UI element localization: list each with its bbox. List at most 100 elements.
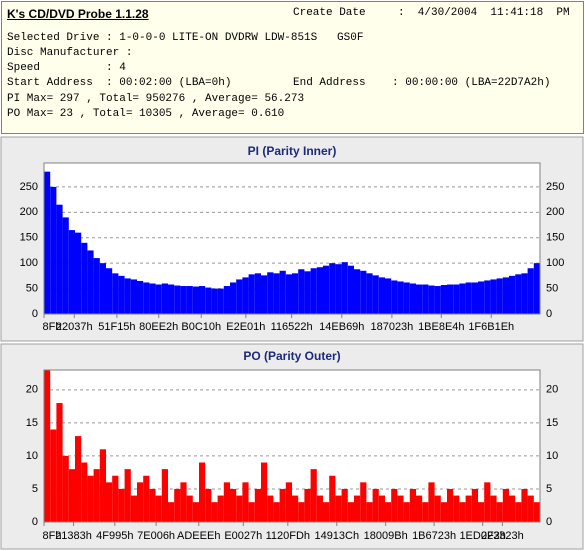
bar <box>118 488 125 522</box>
bar <box>273 502 280 522</box>
x-tick-label: 80EE2h <box>139 321 178 333</box>
bar <box>347 502 355 522</box>
bar <box>422 284 429 314</box>
y-tick-label: 10 <box>26 450 38 462</box>
bar <box>509 495 516 522</box>
bar <box>515 274 522 314</box>
bar <box>465 282 472 314</box>
bar <box>44 171 51 314</box>
x-tick-label: 8Fh <box>43 530 62 542</box>
bar <box>174 285 181 314</box>
y-tick-label-right: 150 <box>546 232 564 244</box>
bar <box>478 281 485 314</box>
x-tick-label: 116522h <box>271 321 313 333</box>
bar <box>310 469 317 522</box>
bar <box>533 502 540 522</box>
bar <box>112 273 119 314</box>
y-tick-label-right: 100 <box>546 257 564 269</box>
info-row: Start Address : 00:02:00 (LBA=0h) <box>7 77 232 89</box>
bar <box>323 502 330 522</box>
plot-border <box>43 369 541 523</box>
bar <box>93 469 100 522</box>
bar <box>50 186 57 314</box>
bar <box>155 495 162 522</box>
x-tick-label: 21383h <box>55 530 92 542</box>
bar <box>261 275 268 314</box>
bar <box>81 242 88 314</box>
bar <box>397 495 404 522</box>
bar <box>56 403 63 522</box>
bar <box>403 282 410 314</box>
y-tick-label: 5 <box>32 483 38 495</box>
bar <box>341 262 348 314</box>
bar <box>471 488 479 522</box>
bar <box>440 285 448 314</box>
bar <box>199 286 206 314</box>
bar <box>509 275 516 314</box>
x-tick-label: 1120FDh <box>266 530 310 542</box>
bar <box>44 370 51 522</box>
bar <box>56 204 63 314</box>
bar <box>217 495 224 522</box>
bar <box>298 269 305 314</box>
bar <box>99 263 107 314</box>
bar <box>360 270 367 314</box>
bar <box>143 282 150 314</box>
bar <box>261 462 268 522</box>
bar <box>292 495 299 522</box>
bar <box>316 267 324 314</box>
bar <box>416 284 423 314</box>
bar <box>106 268 113 314</box>
bar <box>242 277 249 314</box>
bar <box>155 284 162 314</box>
bar <box>316 495 324 522</box>
x-tick-label: 223323h <box>481 530 524 542</box>
bar <box>143 475 150 522</box>
y-tick-label: 250 <box>20 181 38 193</box>
bar <box>68 469 76 522</box>
bar <box>434 286 441 314</box>
bar <box>391 280 398 314</box>
x-tick-label: 1B6723h <box>412 530 456 542</box>
bar <box>62 455 69 522</box>
bar <box>254 273 262 314</box>
bar <box>515 502 522 522</box>
y-tick-label-right: 5 <box>546 483 552 495</box>
bar <box>366 273 373 314</box>
bar <box>230 488 237 522</box>
bar <box>174 488 181 522</box>
bar <box>180 286 187 314</box>
bar <box>521 488 528 522</box>
bar <box>192 286 200 314</box>
x-tick-label: 8Fh <box>43 321 62 333</box>
bar <box>478 502 485 522</box>
bar <box>329 263 336 314</box>
bar <box>329 475 336 522</box>
info-row: PI Max= 297 , Total= 950276 , Average= 5… <box>7 93 305 105</box>
info-row: Speed : 4 <box>7 62 126 74</box>
bar <box>428 285 435 314</box>
bar <box>447 488 454 522</box>
y-tick-label: 15 <box>26 417 38 429</box>
bar <box>372 275 379 314</box>
bar <box>440 502 448 522</box>
info-row: Selected Drive : 1-0-0-0 LITE-ON DVDRW L… <box>7 32 364 44</box>
bar <box>205 488 212 522</box>
bar <box>236 279 243 314</box>
bar <box>75 436 82 522</box>
x-tick-label: 18009Bh <box>364 530 408 542</box>
bar <box>366 502 373 522</box>
bar <box>199 462 206 522</box>
y-tick-label-right: 200 <box>546 206 564 218</box>
x-tick-label: E0027h <box>224 530 262 542</box>
x-tick-label: 1ED0F2h <box>459 530 505 542</box>
bar <box>186 286 193 314</box>
x-tick-label: 4F995h <box>96 530 133 542</box>
x-tick-label: 14913Ch <box>314 530 359 542</box>
bar <box>217 288 224 314</box>
bar <box>180 482 187 522</box>
bar <box>391 488 398 522</box>
bar <box>118 275 125 314</box>
